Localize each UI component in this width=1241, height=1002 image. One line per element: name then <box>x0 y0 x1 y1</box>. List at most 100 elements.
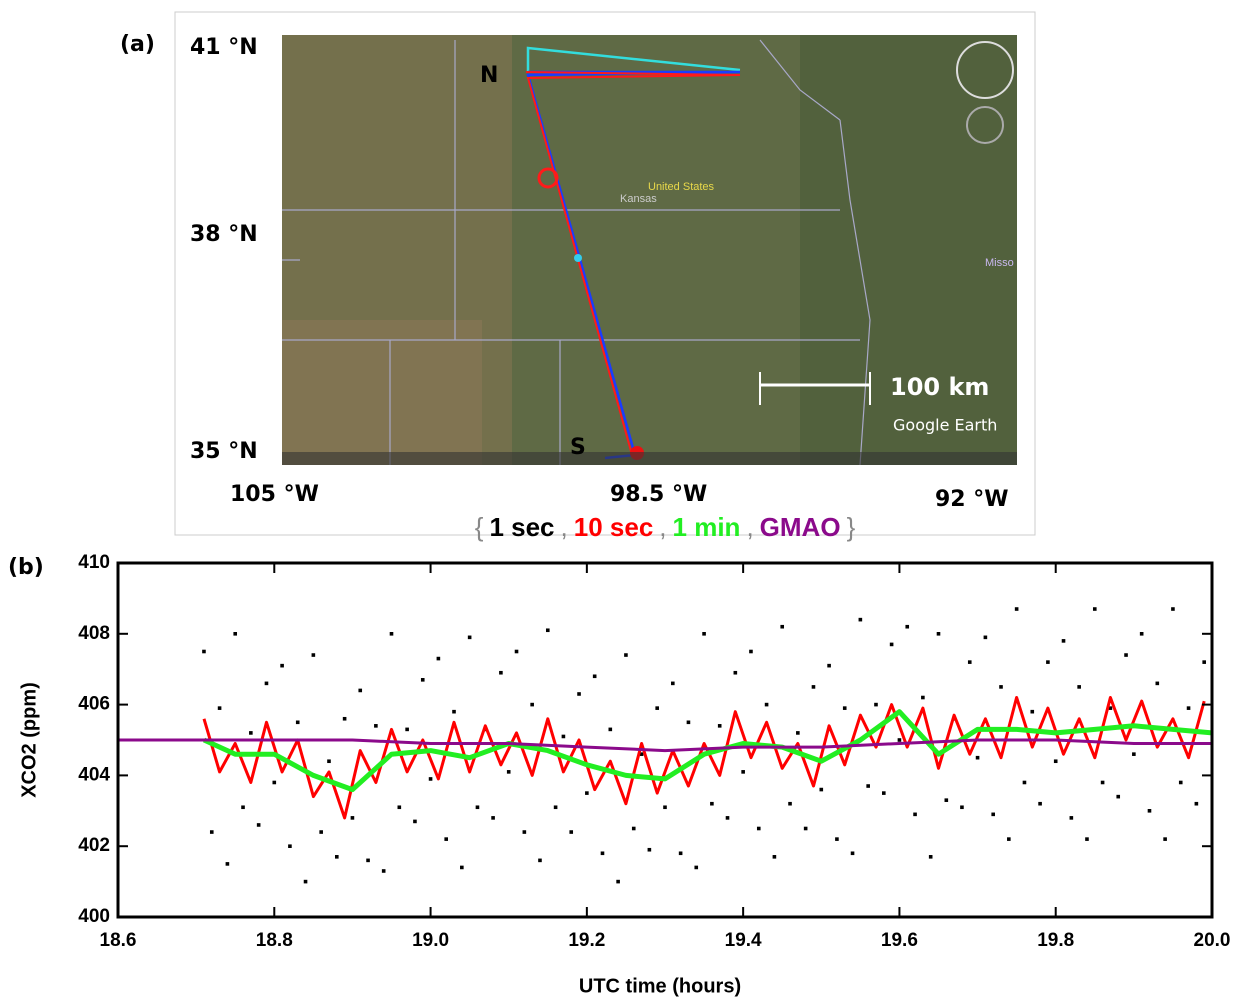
point <box>835 837 839 841</box>
x-tick-label: 19.4 <box>725 930 762 951</box>
point <box>944 798 949 802</box>
place-label: United States <box>648 181 715 193</box>
point <box>960 805 964 810</box>
point <box>819 787 824 792</box>
legend-entry: 1 min <box>672 512 741 542</box>
point <box>991 812 995 817</box>
chart: (b) UTC time (hours) XCO2 (ppm) 400 402 40… <box>8 552 1230 997</box>
place-label: Misso <box>985 257 1014 269</box>
point <box>764 702 769 707</box>
y-axis-label: XCO2 (ppm) <box>18 682 40 798</box>
point <box>397 805 402 810</box>
track-1min <box>526 46 741 72</box>
endpoint-label: S <box>570 435 586 460</box>
point <box>858 617 863 622</box>
y-tick-label: 410 <box>78 552 110 573</box>
point <box>460 865 464 870</box>
attribution: Google Earth <box>893 416 997 435</box>
point <box>1038 801 1042 806</box>
point <box>827 663 831 668</box>
point <box>780 624 785 629</box>
point <box>600 851 605 856</box>
point <box>756 826 761 831</box>
y-tick-label: 400 <box>78 906 110 927</box>
track-10sec <box>525 71 741 456</box>
nav-control <box>956 41 1014 99</box>
point <box>639 752 644 756</box>
point <box>1163 837 1167 841</box>
point <box>1194 801 1199 806</box>
point <box>796 731 800 735</box>
point <box>241 805 245 810</box>
point <box>280 663 284 668</box>
point <box>967 660 972 664</box>
point <box>647 847 652 852</box>
point <box>499 670 503 675</box>
point <box>616 879 620 884</box>
point <box>225 862 230 866</box>
plot-frame <box>116 561 1214 919</box>
point <box>936 632 941 636</box>
point <box>1171 607 1175 611</box>
y-tick-label: 404 <box>78 764 110 785</box>
legend-entry: GMAO <box>759 512 841 542</box>
point <box>428 777 433 781</box>
point <box>1108 706 1113 710</box>
point <box>1124 653 1128 657</box>
point <box>288 844 292 848</box>
point <box>671 681 675 686</box>
point <box>842 706 847 710</box>
point <box>1139 632 1144 636</box>
point <box>538 858 542 863</box>
panel-label: (b) <box>8 555 44 580</box>
point <box>686 720 691 725</box>
point <box>772 855 777 859</box>
place-label: Kansas <box>620 193 657 205</box>
point <box>983 635 988 640</box>
terrain-sw <box>282 320 482 465</box>
point <box>624 653 628 657</box>
point <box>1007 837 1011 841</box>
point <box>389 632 394 636</box>
point <box>1069 816 1074 820</box>
point <box>1116 794 1121 799</box>
point <box>374 724 378 728</box>
y-tick-label: 408 <box>78 623 110 644</box>
point <box>710 801 714 806</box>
point <box>452 709 456 714</box>
y-tick-label: 406 <box>78 694 110 715</box>
point <box>1100 780 1105 785</box>
endpoint-label: N <box>480 63 498 88</box>
point <box>975 755 980 760</box>
point <box>272 780 277 785</box>
legend-separator: , <box>560 512 568 542</box>
point <box>436 656 441 661</box>
y-tick-label: 402 <box>78 835 110 856</box>
point <box>1053 759 1058 764</box>
legend-bracket: } <box>846 512 856 542</box>
track-mark <box>574 254 582 262</box>
loop-mark <box>537 167 559 189</box>
point <box>1155 681 1160 686</box>
point <box>678 851 683 856</box>
point <box>350 816 355 820</box>
point <box>913 812 917 817</box>
panel-label: (a) <box>120 32 155 57</box>
point <box>514 649 519 654</box>
point <box>788 801 792 806</box>
point <box>569 830 574 834</box>
border <box>282 39 871 466</box>
point <box>1085 837 1089 841</box>
point <box>850 851 855 856</box>
point <box>444 837 448 841</box>
lat-label: 35 °N <box>190 439 258 464</box>
point <box>1132 752 1136 756</box>
point <box>1046 660 1050 664</box>
point <box>592 674 597 679</box>
point <box>655 706 659 710</box>
legend-entry: 10 sec <box>573 512 654 542</box>
point <box>303 879 308 884</box>
point <box>420 678 425 682</box>
point <box>928 855 933 859</box>
